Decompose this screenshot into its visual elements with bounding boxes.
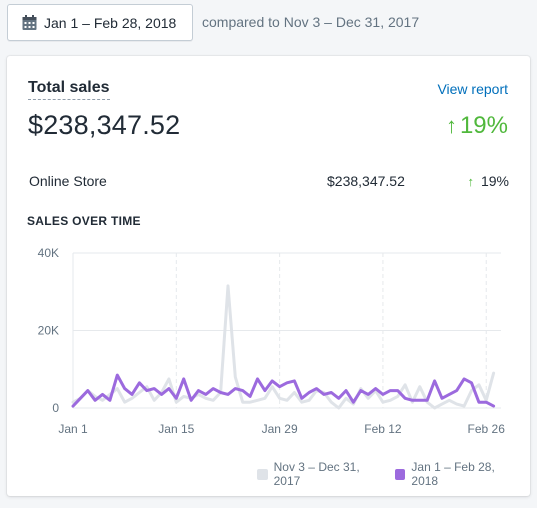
legend-item-current[interactable]: Jan 1 – Feb 28, 2018 (394, 460, 521, 488)
breakdown-label: Online Store (29, 173, 107, 189)
series-line-previous (71, 284, 496, 410)
x-tick-label: Jan 1 (58, 422, 88, 436)
y-tick-label: 40K (38, 246, 59, 260)
comparison-text: compared to Nov 3 – Dec 31, 2017 (202, 14, 420, 30)
x-tick-label: Jan 15 (158, 422, 194, 436)
total-sales-value: $238,347.52 (28, 110, 181, 140)
section-title: SALES OVER TIME (27, 214, 141, 228)
y-tick-label: 20K (38, 324, 59, 338)
legend-swatch-current (394, 468, 406, 480)
total-sales-card: Total sales View report $238,347.52 ↑ 19… (7, 56, 530, 496)
total-change: ↑ 19% (446, 112, 508, 140)
legend-item-previous[interactable]: Nov 3 – Dec 31, 2017 (257, 460, 386, 488)
arrow-up-icon: ↑ (467, 173, 474, 189)
breakdown-change: ↑ 19% (467, 173, 509, 189)
breakdown-change-pct: 19% (480, 173, 509, 189)
x-tick-label: Jan 29 (262, 422, 298, 436)
legend-swatch-previous (257, 468, 268, 480)
date-range-label: Jan 1 – Feb 28, 2018 (44, 14, 177, 31)
x-tick-label: Feb 12 (364, 422, 402, 436)
x-tick-label: Feb 26 (468, 422, 506, 436)
breakdown-amount: $238,347.52 (327, 173, 405, 189)
legend-label-previous: Nov 3 – Dec 31, 2017 (273, 460, 360, 488)
calendar-icon (22, 14, 37, 31)
sales-chart: 0 20K 40K Jan 1 Jan 15 Jan 29 Feb 12 Feb 26 (38, 246, 506, 436)
card-title[interactable]: Total sales (28, 79, 110, 100)
arrow-up-icon: ↑ (445, 113, 457, 138)
y-tick-label: 0 (52, 401, 59, 415)
legend-label-current: Jan 1 – Feb 28, 2018 (411, 460, 495, 488)
view-report-link[interactable]: View report (437, 81, 508, 97)
total-change-pct: 19% (459, 112, 508, 139)
series-line-current (71, 373, 496, 408)
date-range-button[interactable]: Jan 1 – Feb 28, 2018 (7, 4, 193, 41)
chart-legend: Nov 3 – Dec 31, 2017 Jan 1 – Feb 28, 201… (257, 460, 530, 488)
